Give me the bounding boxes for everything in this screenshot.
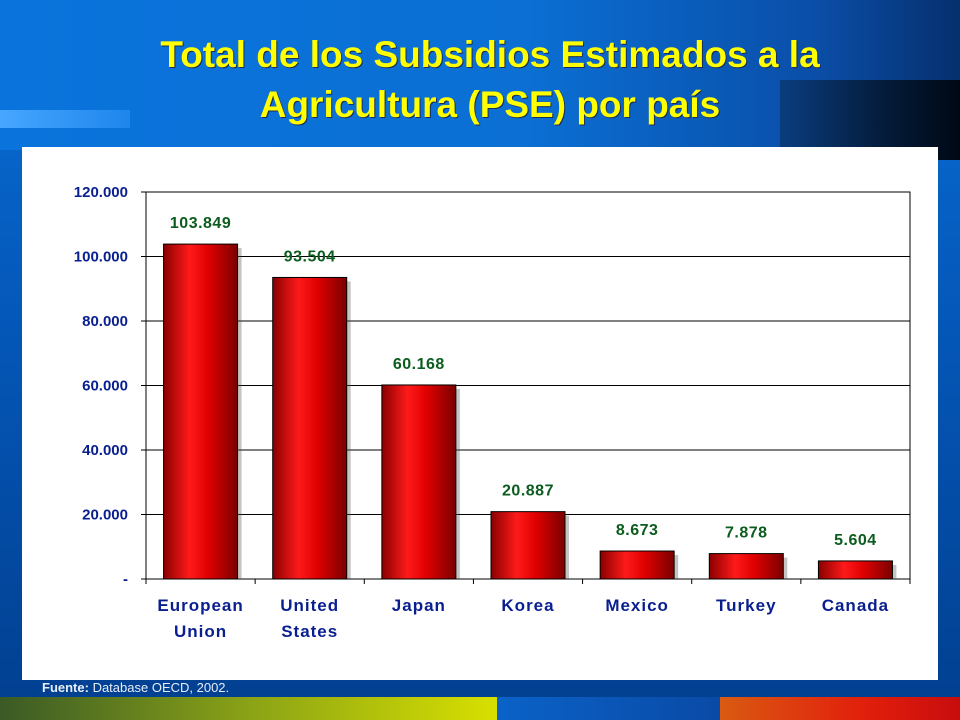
source-note: Fuente: Database OECD, 2002. [42,680,229,695]
x-tick-label: Japan [392,596,446,615]
data-label: 7.878 [725,525,768,542]
slide-title-line-1: Total de los Subsidios Estimados a la [160,34,820,75]
footer-strip-red [720,697,960,720]
x-tick-label: Union [174,622,227,641]
x-tick-label: European [157,596,243,615]
chart-panel: - 20.000 40.000 60.000 80.000 100.000 120.000 1… [22,147,938,680]
footer-color-strip [0,697,960,720]
x-tick-label: Turkey [716,596,777,615]
footer-strip-blue [497,697,720,720]
y-tick-label: - [123,571,128,588]
y-tick-label: 120.000 [74,184,128,201]
x-tick-label: States [281,622,338,641]
source-label: Fuente: [42,680,89,695]
slide-title-line-2: Agricultura (PSE) por país [259,84,721,125]
header-accent-strip [0,110,130,128]
y-tick-label: 40.000 [82,442,128,459]
y-tick-label: 20.000 [82,507,128,524]
data-label: 20.887 [502,483,554,500]
slide-title: Total de los Subsidios Estimados a la Ag… [40,30,940,130]
source-text: Database OECD, 2002. [88,680,230,695]
x-tick-label: United [280,596,339,615]
data-label: 93.504 [284,248,336,265]
x-tick-label: Mexico [605,596,669,615]
bar [272,276,348,580]
bar [163,243,239,580]
bar [708,553,784,580]
x-tick-label: Korea [501,596,554,615]
x-tick-label: Canada [822,596,889,615]
data-label: 103.849 [170,215,231,232]
bar [381,384,457,580]
bar-chart: - 20.000 40.000 60.000 80.000 100.000 120.000 1… [74,184,911,641]
y-tick-label: 80.000 [82,313,128,330]
data-label: 5.604 [834,532,877,549]
data-label: 60.168 [393,356,445,373]
data-label: 8.673 [616,522,659,539]
footer-strip-green [0,697,497,720]
y-tick-label: 100.000 [74,249,128,266]
bar [490,511,566,580]
y-tick-label: 60.000 [82,378,128,395]
bar [599,550,675,580]
bar [817,560,893,580]
header-dark-bar [780,80,960,160]
